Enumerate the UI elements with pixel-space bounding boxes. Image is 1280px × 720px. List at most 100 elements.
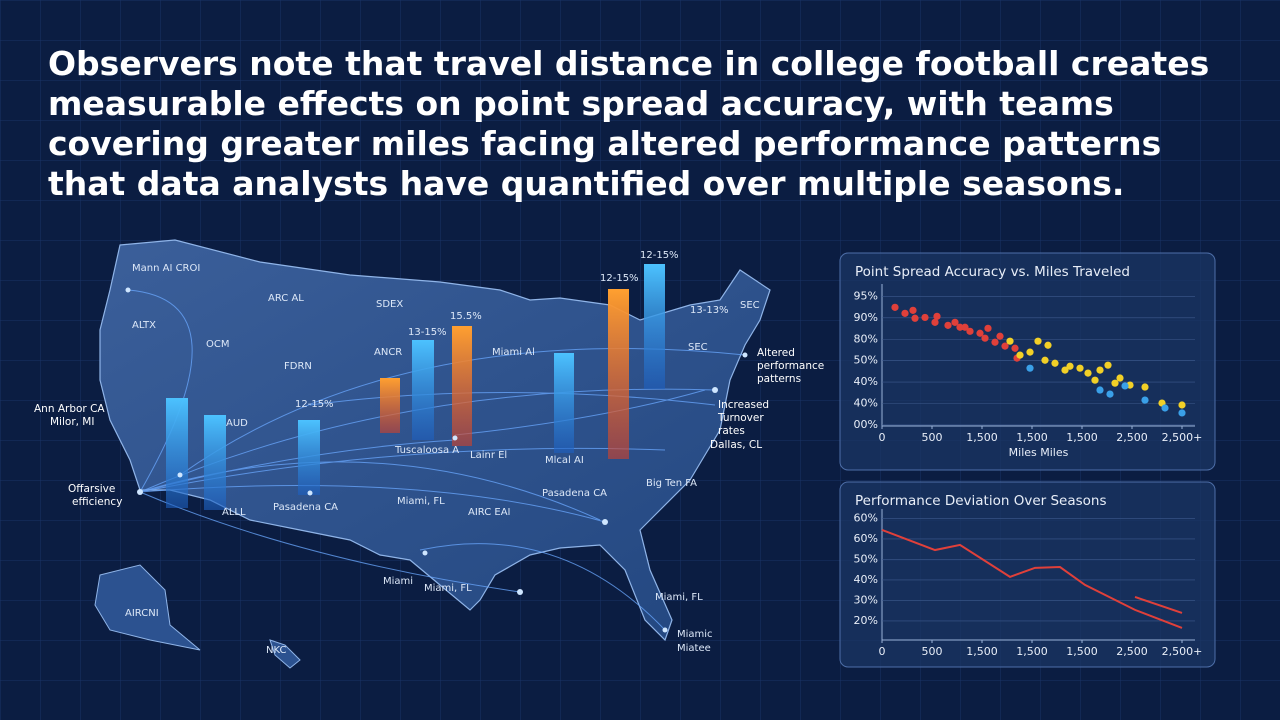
scatter-point [996, 332, 1004, 340]
scatter-point [1141, 383, 1149, 391]
scatter-point [1141, 396, 1149, 404]
map-label: Miami [383, 576, 413, 587]
scatter-point [1066, 362, 1074, 370]
y-tick-label: 80% [854, 332, 878, 345]
scatter-point [1096, 386, 1104, 394]
x-tick-label: 0 [879, 431, 886, 444]
x-tick-label: 2,500 [1116, 431, 1148, 444]
x-tick-label: 500 [922, 645, 943, 658]
us-map [99, 239, 771, 642]
x-tick-label: 2,500+ [1162, 431, 1203, 444]
map-bar [166, 398, 188, 508]
map-bar [452, 326, 472, 446]
chart-panel [839, 252, 1216, 471]
map-label: 12-15% [600, 273, 639, 284]
scatter-point [1084, 369, 1092, 377]
map-label: 13-15% [408, 327, 447, 338]
map-label: 12-15% [640, 250, 679, 261]
line-series [881, 529, 1183, 629]
y-tick-label: 95% [854, 289, 878, 302]
map-bar [644, 264, 665, 389]
scatter-point [1104, 361, 1112, 369]
scatter-point [1178, 409, 1186, 417]
chart-title: Performance Deviation Over Seasons [855, 493, 1107, 509]
x-tick-label: 1,500 [1066, 645, 1098, 658]
map-label: Increased [718, 399, 769, 411]
map-label: 13-13% [690, 305, 729, 316]
scatter-point [991, 338, 999, 346]
scatter-point [1006, 337, 1014, 345]
map-label: Turnover [717, 412, 764, 424]
map-label: patterns [757, 373, 801, 385]
map-label: Altered [757, 347, 795, 359]
scatter-point [1001, 342, 1009, 350]
scatter-point [1034, 337, 1042, 345]
x-tick-label: 1,500 [1016, 431, 1048, 444]
map-label: ALLL [222, 507, 246, 518]
scatter-point [1091, 376, 1099, 384]
scatter-point [1076, 364, 1084, 372]
map-label: ARC AL [268, 293, 304, 304]
x-tick-label: 1,500 [1016, 645, 1048, 658]
scatter-point [1044, 341, 1052, 349]
headline-line: that data analysts have quantified over … [48, 164, 1124, 203]
map: Ann Arbor CA Milor, MI Offarsive efficie… [34, 239, 824, 669]
map-label: 15.5% [450, 311, 482, 322]
map-label: Ann Arbor CA [34, 403, 105, 415]
map-label: OCM [206, 339, 229, 350]
y-tick-label: 40% [854, 375, 878, 388]
x-tick-label: 0 [879, 645, 886, 658]
scatter-point [1096, 366, 1104, 374]
y-tick-label: 50% [854, 552, 878, 565]
scatter-point [1161, 404, 1169, 412]
scatter-point [1111, 379, 1119, 387]
scatter-point [966, 327, 974, 335]
map-label: Offarsive [68, 483, 115, 495]
alaska [94, 564, 201, 651]
map-label: performance [757, 360, 824, 372]
scatter-point [933, 312, 941, 320]
scatter-point [956, 323, 964, 331]
scatter-point [1026, 364, 1034, 372]
map-label: Tuscaloosa A [394, 445, 459, 456]
map-label: Pasadena CA [542, 488, 607, 499]
x-tick-label: 1,500 [966, 645, 998, 658]
headline-line: measurable effects on point spread accur… [48, 84, 1114, 123]
map-label: AUD [226, 418, 248, 429]
map-label: Mann AI CROI [132, 263, 200, 274]
chart-title: Point Spread Accuracy vs. Miles Traveled [855, 264, 1130, 280]
map-label: Mlcal AI [545, 455, 584, 466]
map-label: Miami Al [492, 347, 535, 358]
y-tick-label: 90% [854, 311, 878, 324]
map-label: rates [718, 425, 745, 437]
scatter-point [1026, 348, 1034, 356]
y-tick-label: 30% [854, 593, 878, 606]
map-label: NKC [266, 645, 286, 656]
scatter-point [1116, 374, 1124, 382]
scatter-point [891, 303, 899, 311]
x-tick-label: 1,500 [1066, 431, 1098, 444]
scatter-point [961, 323, 969, 331]
chart-panel [839, 481, 1216, 668]
scatter-point [981, 334, 989, 342]
scatter-point [921, 313, 929, 322]
y-tick-label: 50% [854, 354, 878, 367]
y-tick-label: 00% [854, 418, 878, 431]
map-bar [554, 353, 574, 453]
map-label: SEC [740, 300, 760, 311]
map-label: Lainr El [470, 450, 507, 461]
y-tick-label: 60% [854, 532, 878, 545]
map-bar [204, 415, 226, 510]
scatter-point [911, 314, 919, 322]
scatter-point [901, 309, 909, 317]
line-series [1134, 596, 1183, 614]
y-tick-label: 60% [854, 511, 878, 524]
map-label: SEC [688, 342, 708, 353]
map-label: Miatee [677, 643, 711, 654]
headline-line: Observers note that travel distance in c… [48, 44, 1209, 83]
map-label: Milor, MI [50, 416, 94, 428]
map-label: ALTX [132, 320, 156, 331]
map-label: Pasadena CA [273, 502, 338, 513]
hawaii [269, 639, 301, 669]
scatter-point [1106, 390, 1114, 398]
